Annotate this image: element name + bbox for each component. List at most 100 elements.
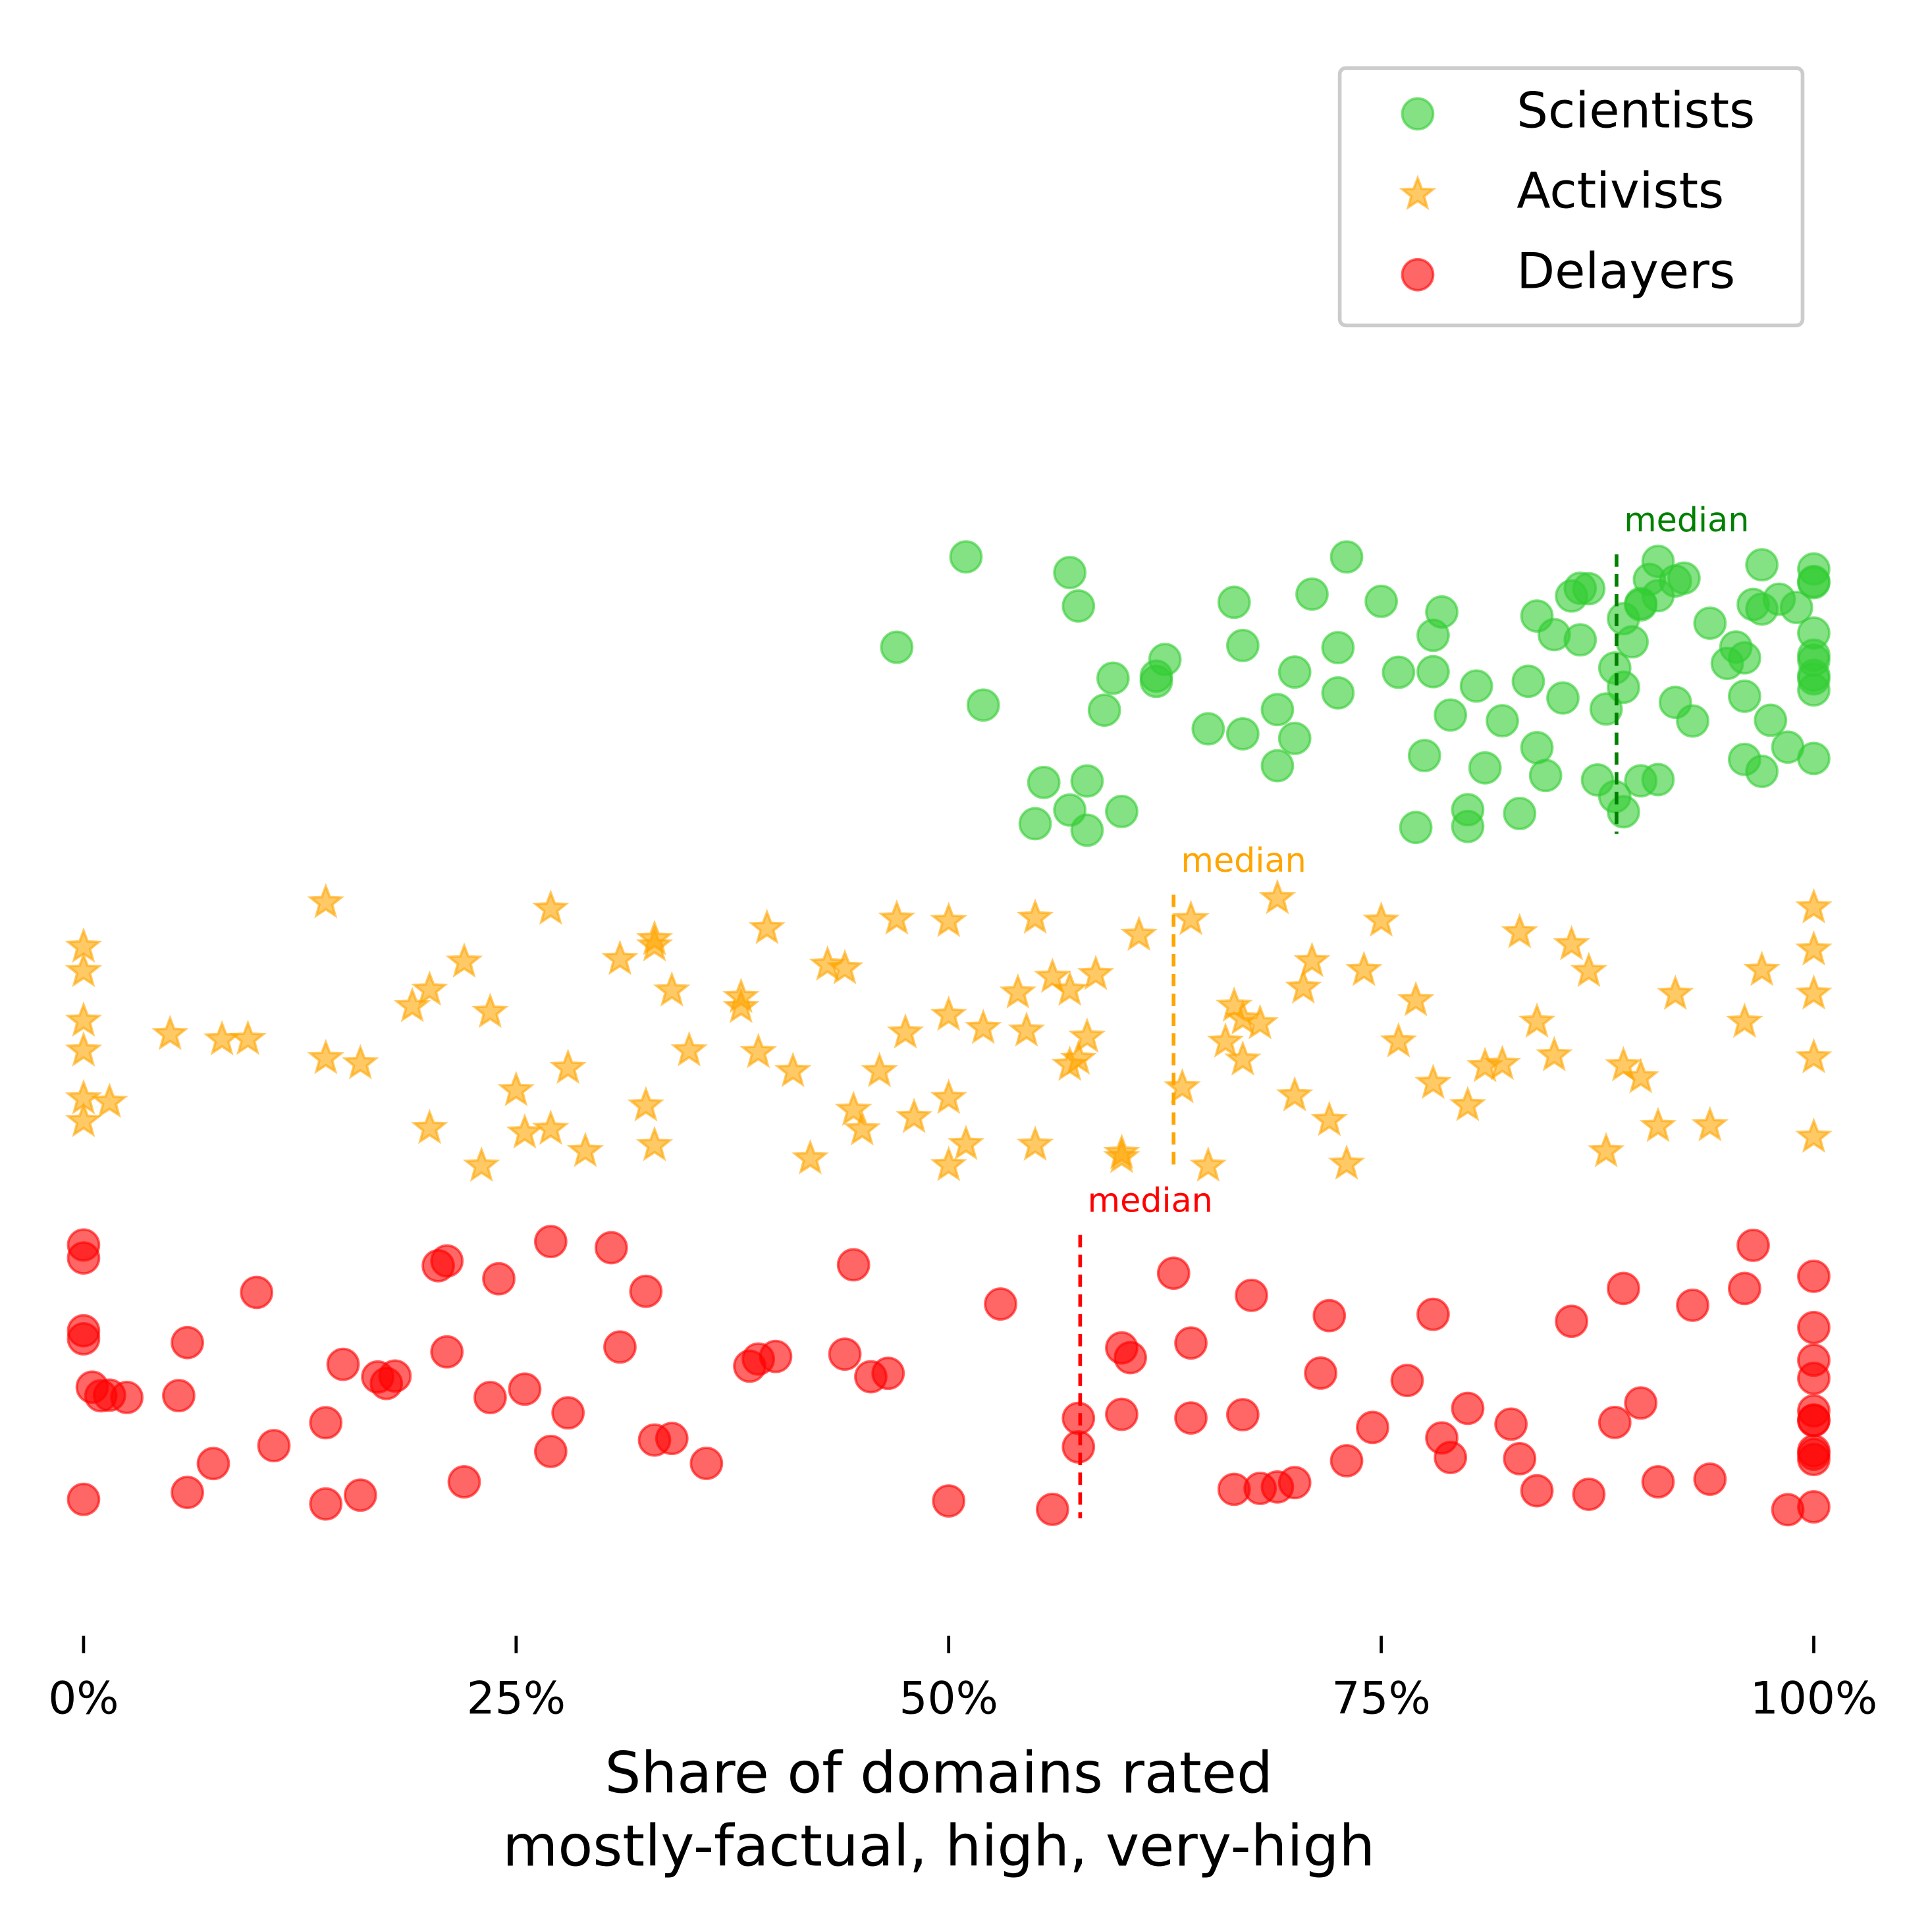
point [1553, 924, 1590, 961]
point [1745, 548, 1779, 582]
point [447, 1465, 481, 1499]
point [1174, 1326, 1208, 1360]
point [1277, 1466, 1312, 1500]
point [1362, 901, 1400, 937]
point [984, 1287, 1017, 1321]
point [445, 942, 483, 978]
point [1016, 898, 1054, 934]
point [1380, 1022, 1418, 1058]
point [1624, 1386, 1658, 1420]
point [1797, 1310, 1831, 1345]
point [497, 1071, 535, 1107]
point [307, 1038, 345, 1075]
point [411, 1108, 448, 1144]
point [1174, 1401, 1208, 1435]
point [1797, 1437, 1831, 1472]
point [1293, 942, 1331, 978]
point [1691, 1106, 1729, 1142]
point [930, 1079, 967, 1114]
point [566, 1131, 604, 1167]
point [670, 1030, 708, 1067]
point [1399, 811, 1433, 845]
point [1226, 717, 1260, 751]
point [1459, 669, 1493, 703]
point [1797, 1259, 1831, 1293]
point [1745, 755, 1779, 788]
point [1407, 739, 1441, 772]
point [1468, 751, 1502, 785]
point [603, 1330, 637, 1364]
point [880, 630, 914, 664]
point [1226, 628, 1260, 662]
point [65, 1031, 103, 1067]
point [1449, 1086, 1487, 1121]
point [1364, 584, 1398, 618]
point [844, 1109, 881, 1146]
point [759, 1339, 793, 1373]
point [1312, 1298, 1347, 1333]
point [828, 1337, 862, 1371]
point [532, 1109, 570, 1145]
point [1310, 1100, 1349, 1136]
point [1726, 1002, 1763, 1038]
point [1139, 659, 1173, 693]
point [1693, 606, 1727, 640]
point [1528, 759, 1563, 793]
point [1425, 595, 1459, 629]
point [635, 1125, 674, 1161]
point [1511, 664, 1545, 699]
point [1639, 1106, 1677, 1142]
point [1414, 1063, 1452, 1100]
point [1070, 764, 1104, 798]
point [1536, 1036, 1573, 1072]
point [1503, 797, 1537, 830]
point [1434, 1441, 1468, 1474]
median-label: median [1181, 841, 1306, 880]
point [1797, 662, 1831, 696]
point [836, 1248, 871, 1282]
point [1035, 1492, 1069, 1526]
point [1321, 676, 1355, 710]
point [1570, 951, 1608, 988]
point [162, 1379, 196, 1413]
point [1451, 793, 1485, 827]
point [1285, 968, 1322, 1004]
point [932, 1484, 966, 1518]
point [65, 951, 103, 988]
x-tick-label: 100% [1750, 1672, 1877, 1724]
point [826, 949, 864, 984]
point [1641, 579, 1675, 613]
point [430, 1244, 464, 1278]
point [1607, 795, 1640, 829]
point [1656, 974, 1694, 1010]
x-tick-label: 0% [48, 1672, 119, 1724]
point [1797, 1394, 1831, 1428]
point [966, 688, 1000, 722]
point [1321, 631, 1355, 664]
point [1607, 1271, 1640, 1306]
point [1105, 1397, 1139, 1431]
point [861, 1052, 898, 1088]
point [1027, 765, 1061, 799]
x-tick-label: 25% [467, 1672, 566, 1724]
point [964, 1008, 1002, 1044]
point [1736, 1228, 1770, 1262]
point [1206, 1022, 1245, 1058]
point [1494, 1407, 1528, 1441]
point [309, 1487, 343, 1521]
point [229, 1019, 267, 1055]
point [1416, 654, 1450, 689]
point [1587, 1132, 1625, 1167]
point [1501, 913, 1539, 949]
point [1328, 1144, 1366, 1180]
point [792, 1138, 829, 1175]
point [1676, 1288, 1709, 1322]
point [1260, 749, 1295, 783]
point [1018, 807, 1052, 841]
point [482, 1262, 516, 1296]
point [1597, 1405, 1632, 1439]
point [473, 1381, 507, 1414]
point [1295, 577, 1329, 611]
point [1051, 970, 1088, 1006]
point [1795, 930, 1833, 966]
